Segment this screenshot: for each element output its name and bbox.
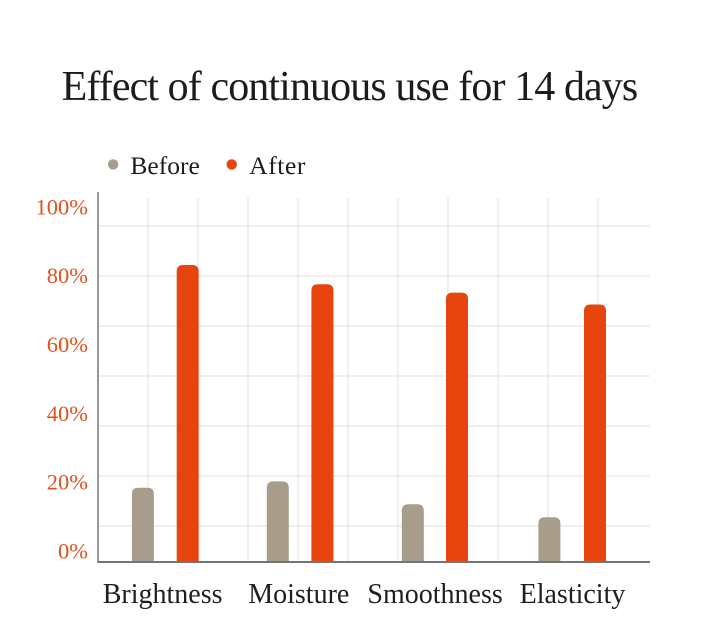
svg-text:80%: 80%: [47, 263, 88, 288]
svg-text:Brightness: Brightness: [103, 579, 223, 610]
svg-text:Moisture: Moisture: [248, 579, 349, 610]
svg-text:Smoothness: Smoothness: [367, 579, 502, 610]
svg-text:Effect of continuous use for 1: Effect of continuous use for 14 days: [62, 64, 638, 110]
svg-text:40%: 40%: [47, 401, 88, 426]
svg-text:Elasticity: Elasticity: [520, 579, 626, 610]
svg-text:20%: 20%: [47, 470, 88, 495]
svg-text:60%: 60%: [47, 332, 88, 357]
svg-text:100%: 100%: [36, 194, 89, 219]
svg-text:Before: Before: [130, 151, 199, 180]
svg-text:After: After: [249, 151, 306, 180]
svg-text:0%: 0%: [58, 538, 88, 563]
